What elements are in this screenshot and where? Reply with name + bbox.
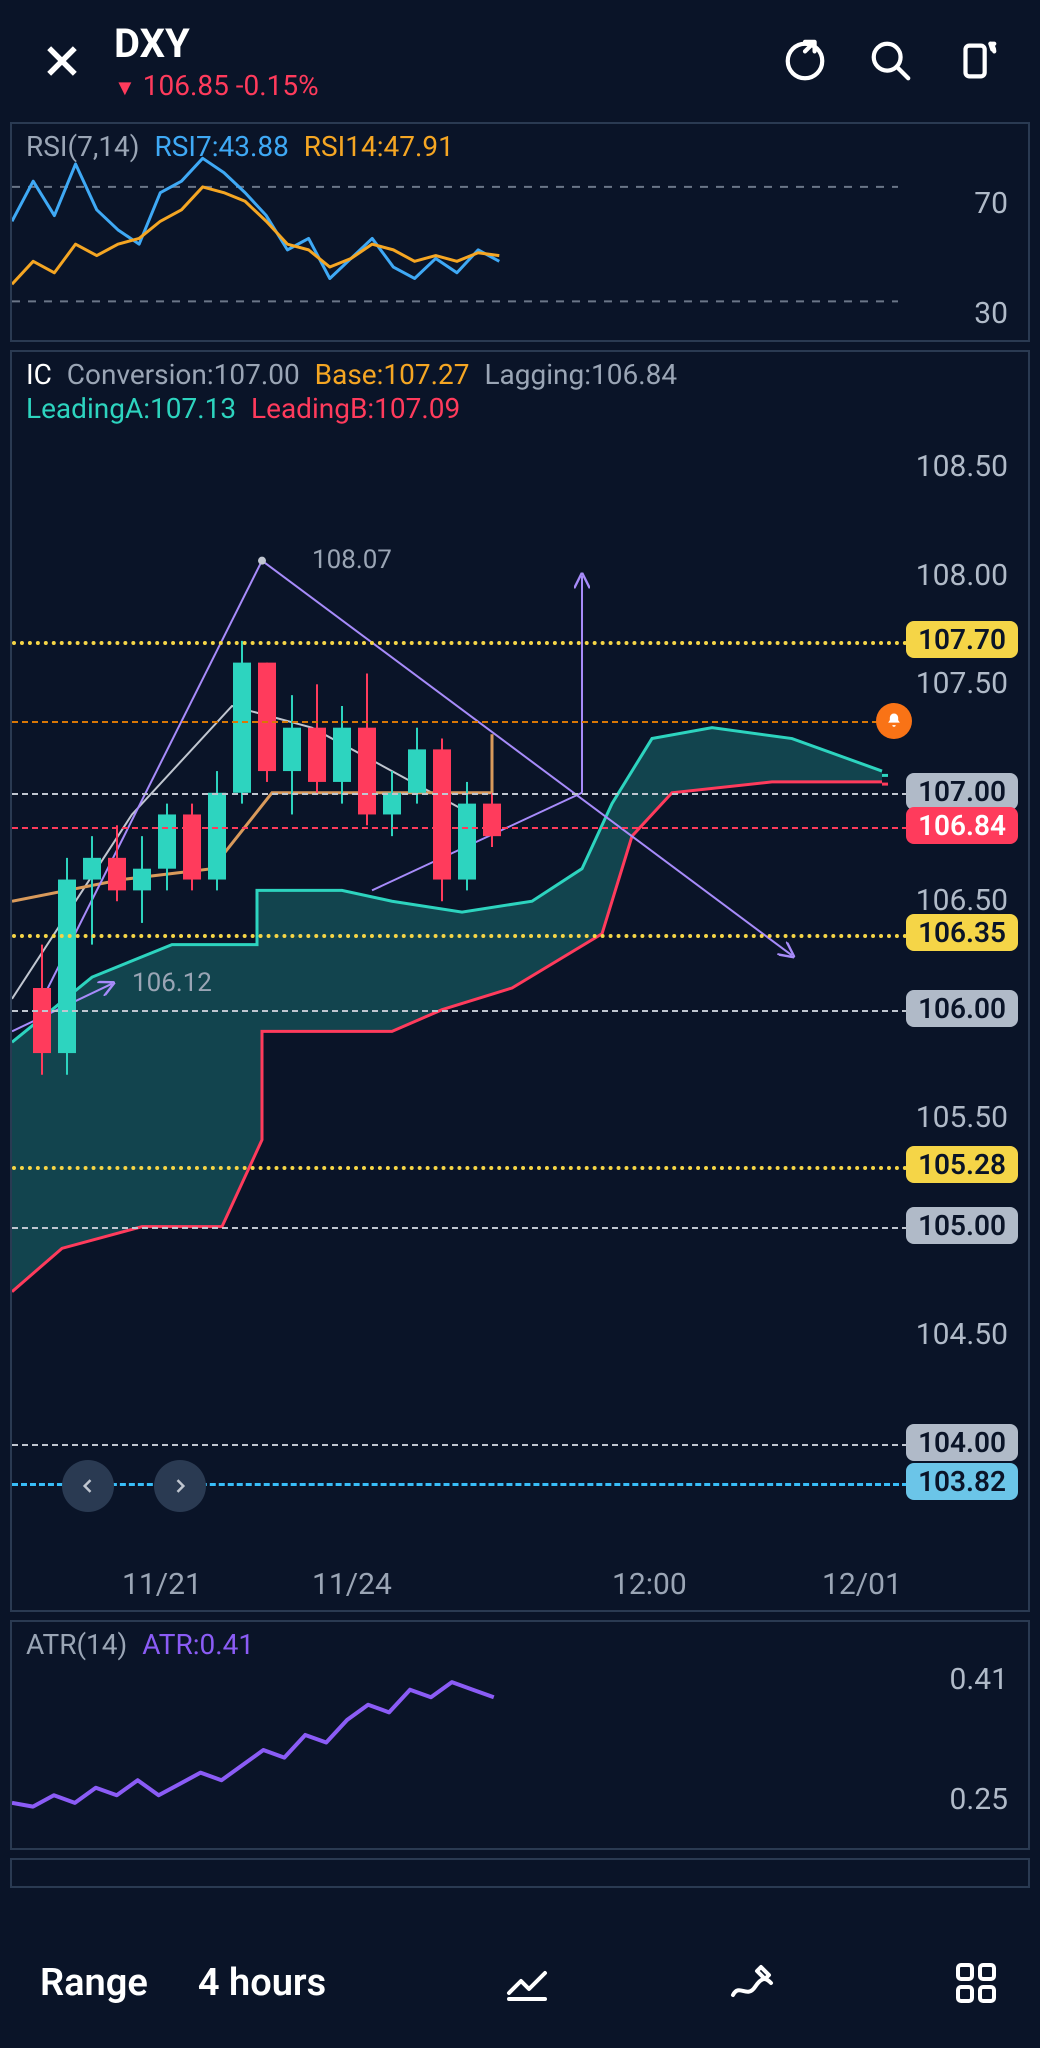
rsi14-val: RSI14:47.91 bbox=[304, 130, 454, 163]
ic-name: IC bbox=[26, 358, 52, 391]
main-ytick: 104.50 bbox=[916, 1317, 1008, 1352]
symbol[interactable]: DXY bbox=[114, 20, 782, 67]
timeframe-button[interactable]: 4 hours bbox=[198, 1961, 326, 2005]
ic-legend-row2: LeadingA:107.13 LeadingB:107.09 bbox=[26, 392, 468, 425]
x-label: 12:00 bbox=[612, 1567, 687, 1602]
price: 106.85 bbox=[143, 69, 229, 102]
price-line bbox=[12, 1444, 908, 1446]
price-line bbox=[12, 1166, 908, 1170]
atr-panel[interactable]: ATR(14) ATR:0.41 0.41 0.25 bbox=[10, 1620, 1030, 1850]
main-ytick: 108.00 bbox=[916, 558, 1008, 593]
ic-lag: Lagging:106.84 bbox=[484, 358, 677, 391]
price-pill: 106.84 bbox=[906, 807, 1018, 844]
price-pill: 105.00 bbox=[906, 1207, 1018, 1244]
price-line bbox=[12, 1010, 908, 1012]
search-icon[interactable] bbox=[868, 38, 914, 84]
ic-leada: LeadingA:107.13 bbox=[26, 392, 236, 425]
indicators-icon[interactable] bbox=[503, 1959, 551, 2007]
price-pill: 103.82 bbox=[906, 1463, 1018, 1500]
price-pill: 107.00 bbox=[906, 773, 1018, 810]
share-icon[interactable] bbox=[782, 38, 828, 84]
rsi-name: RSI(7,14) bbox=[26, 130, 140, 163]
nav-right-button[interactable] bbox=[154, 1460, 206, 1512]
rsi-ytick-70: 70 bbox=[974, 186, 1008, 221]
main-ytick: 108.50 bbox=[916, 449, 1008, 484]
price-line bbox=[12, 827, 908, 829]
alert-bell-icon[interactable] bbox=[876, 703, 912, 739]
close-icon[interactable] bbox=[40, 39, 84, 83]
price-line bbox=[12, 641, 908, 645]
main-ytick: 106.50 bbox=[916, 883, 1008, 918]
price-pill: 106.00 bbox=[906, 990, 1018, 1027]
main-ytick: 105.50 bbox=[916, 1100, 1008, 1135]
ic-legend-row1: IC Conversion:107.00 Base:107.27 Lagging… bbox=[26, 358, 685, 391]
main-panel[interactable]: IC Conversion:107.00 Base:107.27 Lagging… bbox=[10, 350, 1030, 1612]
nav-arrows bbox=[62, 1460, 206, 1512]
rsi-legend: RSI(7,14) RSI7:43.88 RSI14:47.91 bbox=[26, 130, 462, 163]
nav-left-button[interactable] bbox=[62, 1460, 114, 1512]
rsi-ytick-30: 30 bbox=[974, 296, 1008, 331]
price-pill: 106.35 bbox=[906, 914, 1018, 951]
price-line bbox=[12, 1227, 908, 1229]
price-pill: 107.70 bbox=[906, 621, 1018, 658]
x-label: 11/21 bbox=[122, 1567, 202, 1602]
atr-legend: ATR(14) ATR:0.41 bbox=[26, 1628, 262, 1661]
header-actions bbox=[782, 38, 1000, 84]
layout-icon[interactable] bbox=[952, 1959, 1000, 2007]
price-pill: 104.00 bbox=[906, 1424, 1018, 1461]
alert-line bbox=[12, 721, 908, 723]
ic-base: Base:107.27 bbox=[315, 358, 470, 391]
price-line bbox=[12, 934, 908, 938]
price-line bbox=[12, 793, 908, 795]
quote-line: ▼ 106.85 -0.15% bbox=[114, 69, 782, 102]
title-block: DXY ▼ 106.85 -0.15% bbox=[114, 20, 782, 102]
extra-panel bbox=[10, 1858, 1030, 1888]
chart-annotation: 108.07 bbox=[312, 545, 392, 575]
ic-conv: Conversion:107.00 bbox=[67, 358, 300, 391]
x-label: 11/24 bbox=[312, 1567, 392, 1602]
rotate-icon[interactable] bbox=[954, 38, 1000, 84]
toolbar: Range 4 hours bbox=[0, 1918, 1040, 2048]
main-ytick: 107.50 bbox=[916, 666, 1008, 701]
header: DXY ▼ 106.85 -0.15% bbox=[0, 0, 1040, 114]
ic-leadb: LeadingB:107.09 bbox=[251, 392, 460, 425]
down-arrow-icon: ▼ bbox=[114, 76, 136, 101]
atr-val: ATR:0.41 bbox=[142, 1628, 254, 1661]
atr-name: ATR(14) bbox=[26, 1628, 127, 1661]
change: -0.15% bbox=[236, 69, 319, 102]
rsi7-val: RSI7:43.88 bbox=[155, 130, 289, 163]
chart-annotation: 106.12 bbox=[132, 968, 212, 998]
range-button[interactable]: Range bbox=[40, 1961, 148, 2005]
price-pill: 105.28 bbox=[906, 1146, 1018, 1183]
x-label: 12/01 bbox=[822, 1567, 902, 1602]
draw-icon[interactable] bbox=[727, 1959, 775, 2007]
rsi-panel[interactable]: RSI(7,14) RSI7:43.88 RSI14:47.91 70 30 bbox=[10, 122, 1030, 342]
atr-ytick-lo: 0.25 bbox=[950, 1782, 1009, 1817]
atr-ytick-hi: 0.41 bbox=[950, 1662, 1009, 1697]
